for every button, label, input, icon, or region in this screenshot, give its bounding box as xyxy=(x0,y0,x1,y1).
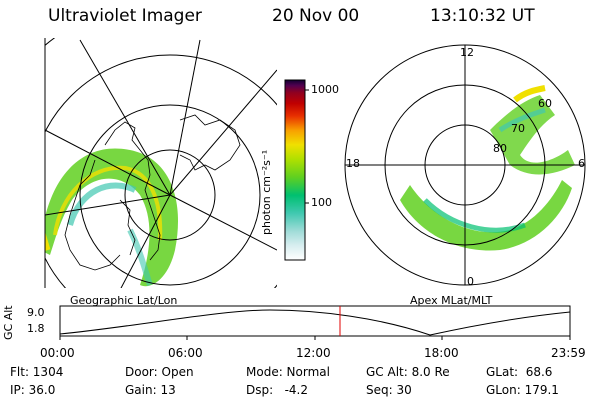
info-seq: Seq: 30 xyxy=(366,383,412,397)
polar-panel-label: Apex MLat/MLT xyxy=(410,294,493,307)
info-gc-alt: GC Alt: 8.0 Re xyxy=(366,365,450,379)
time-tick-0: 00:00 xyxy=(40,346,75,360)
info-ip: IP: 36.0 xyxy=(10,383,56,397)
mlt-label-18: 18 xyxy=(346,157,360,170)
altitude-axis-label: GC Alt xyxy=(2,305,15,340)
time-tick-1: 06:00 xyxy=(168,346,203,360)
colorbar-unit-label: photon cm⁻²s⁻¹ xyxy=(260,149,273,235)
time-tick-2: 12:00 xyxy=(296,346,331,360)
time-tick-4: 23:59 xyxy=(551,346,586,360)
colorbar-tick-1000: 1000 xyxy=(311,83,339,96)
info-door: Door: Open xyxy=(125,365,194,379)
lat-label-80: 80 xyxy=(493,142,507,155)
colorbar xyxy=(284,79,309,261)
aurora-emission-polar xyxy=(400,85,575,251)
altitude-axis-top: 9.0 xyxy=(27,306,45,319)
info-mode: Mode: Normal xyxy=(246,365,330,379)
colorbar-tick-100: 100 xyxy=(311,196,332,209)
geographic-map xyxy=(44,38,277,288)
aurora-emission-geo xyxy=(45,148,178,287)
geo-panel-label: Geographic Lat/Lon xyxy=(70,294,178,307)
altitude-plot xyxy=(59,305,571,340)
mlt-label-6: 6 xyxy=(578,157,585,170)
observation-date: 20 Nov 00 xyxy=(272,6,360,26)
info-glon: GLon: 179.1 xyxy=(486,383,559,397)
instrument-title: Ultraviolet Imager xyxy=(48,6,202,26)
altitude-axis-bottom: 1.8 xyxy=(27,322,45,335)
info-dsp: Dsp: -4.2 xyxy=(246,383,309,397)
observation-time: 13:10:32 UT xyxy=(430,6,535,26)
info-gain: Gain: 13 xyxy=(125,383,176,397)
time-tick-3: 18:00 xyxy=(424,346,459,360)
lat-label-70: 70 xyxy=(511,122,525,135)
altitude-curve xyxy=(59,309,571,336)
polar-plot xyxy=(344,44,586,286)
mlt-label-12: 12 xyxy=(460,46,474,59)
lat-label-60: 60 xyxy=(538,97,552,110)
info-flight: Flt: 1304 xyxy=(10,365,64,379)
info-glat: GLat: 68.6 xyxy=(486,365,553,379)
mlt-label-0: 0 xyxy=(467,275,474,288)
